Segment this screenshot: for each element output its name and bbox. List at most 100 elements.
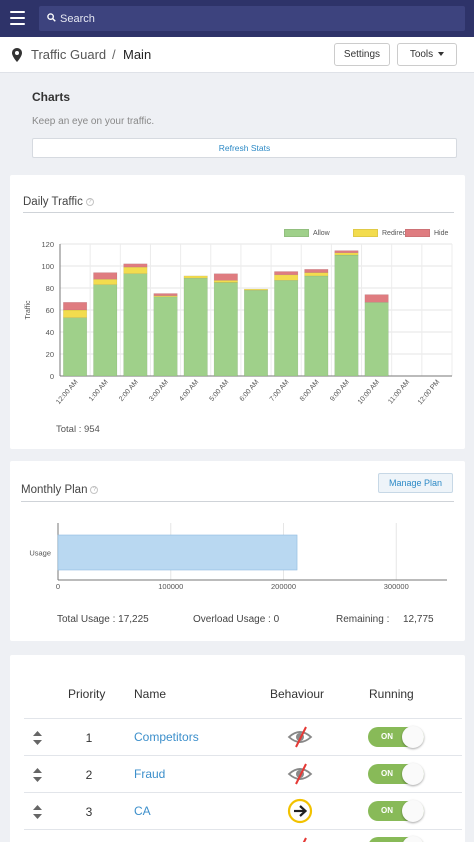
daily-traffic-title: Daily Traffic	[23, 196, 83, 208]
help-icon[interactable]: ?	[85, 197, 94, 206]
search-icon	[47, 13, 56, 22]
bar-segment-allow	[183, 277, 208, 377]
breadcrumb-app[interactable]: Traffic Guard	[31, 47, 107, 62]
bar-segment-hide	[213, 273, 238, 281]
bar-segment-redirect	[334, 252, 359, 256]
rule-name-link[interactable]: Fraud	[134, 767, 166, 781]
y-tick-label: 120	[41, 240, 54, 249]
usage-bar	[57, 534, 298, 571]
row-priority: 1	[85, 731, 93, 745]
drag-sort-icon[interactable]	[32, 767, 43, 783]
toggle-knob	[402, 726, 424, 748]
bar-segment-hide	[63, 302, 88, 311]
y-tick-label: 0	[50, 372, 54, 381]
running-toggle[interactable]: ON	[368, 726, 424, 748]
y-tick-label: 60	[46, 306, 54, 315]
divider	[23, 212, 454, 213]
row-priority: 3	[85, 805, 93, 819]
bar-segment-redirect	[274, 274, 299, 281]
legend-item-hide: Hide	[405, 229, 448, 237]
running-toggle[interactable]: ON	[368, 800, 424, 822]
eye-hidden-icon	[287, 726, 313, 748]
toggle-label: ON	[381, 732, 393, 741]
y-axis-label: Traffic	[25, 300, 32, 320]
row-divider	[24, 792, 462, 793]
hamburger-menu-icon[interactable]	[10, 11, 25, 25]
legend-label: Allow	[313, 229, 330, 237]
card-title: Monthly Plan?	[21, 484, 99, 496]
total-count: Total : 954	[56, 424, 100, 435]
x-tick-label: 8:00 AM	[299, 379, 321, 403]
x-tick-label: 10:00 AM	[357, 379, 381, 406]
x-tick-label: 9:00 AM	[329, 379, 351, 403]
legend-label: Redirect	[382, 229, 409, 237]
bar-segment-redirect	[183, 275, 208, 279]
drag-sort-icon[interactable]	[32, 804, 43, 820]
column-header-name: Name	[134, 687, 167, 701]
breadcrumb-separator: /	[112, 47, 116, 62]
section-subtitle: Keep an eye on your traffic.	[32, 116, 155, 127]
bar-segment-hide	[123, 263, 148, 268]
legend-item-redirect: Redirect	[353, 229, 408, 237]
toggle-knob	[402, 800, 424, 822]
rule-name-link[interactable]: CA	[134, 804, 151, 818]
bar-segment-redirect	[243, 288, 269, 291]
rule-name-link[interactable]: Competitors	[134, 730, 199, 744]
bar-segment-hide	[153, 293, 178, 296]
toggle-label: ON	[381, 769, 393, 778]
remaining-value: 12,775	[403, 614, 434, 625]
bar-segment-hide	[364, 294, 389, 303]
daily-traffic-chart: 0 20 40 60 80 100 120 12:00 AM 1:00 AM 2:00 AM 3:0…	[25, 240, 453, 407]
y-tick-label: 80	[46, 284, 54, 293]
eye-hidden-icon	[287, 763, 313, 785]
x-tick-label: 0	[56, 582, 60, 591]
manage-plan-label: Manage Plan	[388, 478, 443, 488]
divider	[21, 501, 454, 502]
settings-button[interactable]: Settings	[334, 43, 390, 66]
bar-segment-hide	[93, 272, 118, 280]
tools-button[interactable]: Tools	[397, 43, 457, 66]
bar-segment-allow	[153, 296, 178, 377]
bar-segment-redirect	[123, 266, 148, 274]
row-divider	[24, 829, 462, 830]
toggle-knob	[402, 836, 424, 842]
running-toggle[interactable]	[368, 836, 424, 842]
redirect-arrow-icon	[287, 798, 313, 824]
x-tick-label: 200000	[271, 582, 296, 591]
refresh-stats-button[interactable]: Refresh Stats	[32, 138, 457, 158]
search-input[interactable]	[60, 6, 456, 31]
search-box[interactable]	[39, 6, 465, 31]
x-tick-label: 2:00 AM	[118, 379, 140, 403]
y-tick-label: 40	[46, 328, 54, 337]
top-bar	[0, 0, 474, 37]
bar-segment-allow	[304, 275, 329, 377]
row-priority: 2	[85, 768, 93, 782]
bar-segment-hide	[334, 250, 359, 254]
legend-swatch	[405, 229, 430, 237]
bar-segment-hide	[304, 269, 329, 273]
row-divider	[24, 718, 462, 719]
bar-segment-allow	[63, 317, 88, 377]
legend-item-allow: Allow	[284, 229, 330, 237]
x-tick-label: 300000	[384, 582, 409, 591]
total-usage: Total Usage : 17,225	[57, 614, 149, 625]
help-icon[interactable]: ?	[90, 485, 99, 494]
x-tick-label: 4:00 AM	[178, 379, 200, 403]
y-tick-label: 20	[46, 350, 54, 359]
overload-usage: Overload Usage : 0	[193, 614, 280, 625]
bar-segment-hide	[274, 271, 299, 276]
map-pin-icon	[12, 48, 22, 62]
drag-sort-icon[interactable]	[32, 730, 43, 746]
header-bar: Traffic Guard / Main Settings Tools	[0, 37, 474, 73]
running-toggle[interactable]: ON	[368, 763, 424, 785]
x-tick-label: 1:00 AM	[88, 379, 110, 403]
refresh-stats-label: Refresh Stats	[218, 143, 271, 153]
column-header-priority: Priority	[68, 687, 106, 701]
manage-plan-button[interactable]: Manage Plan	[378, 473, 453, 493]
bar-segment-redirect	[93, 278, 118, 285]
legend-swatch	[353, 229, 378, 237]
column-header-behaviour: Behaviour	[270, 687, 325, 701]
bar-segment-allow	[93, 284, 118, 377]
caret-down-icon	[438, 52, 445, 57]
x-tick-label: 12:00 PM	[417, 379, 442, 407]
